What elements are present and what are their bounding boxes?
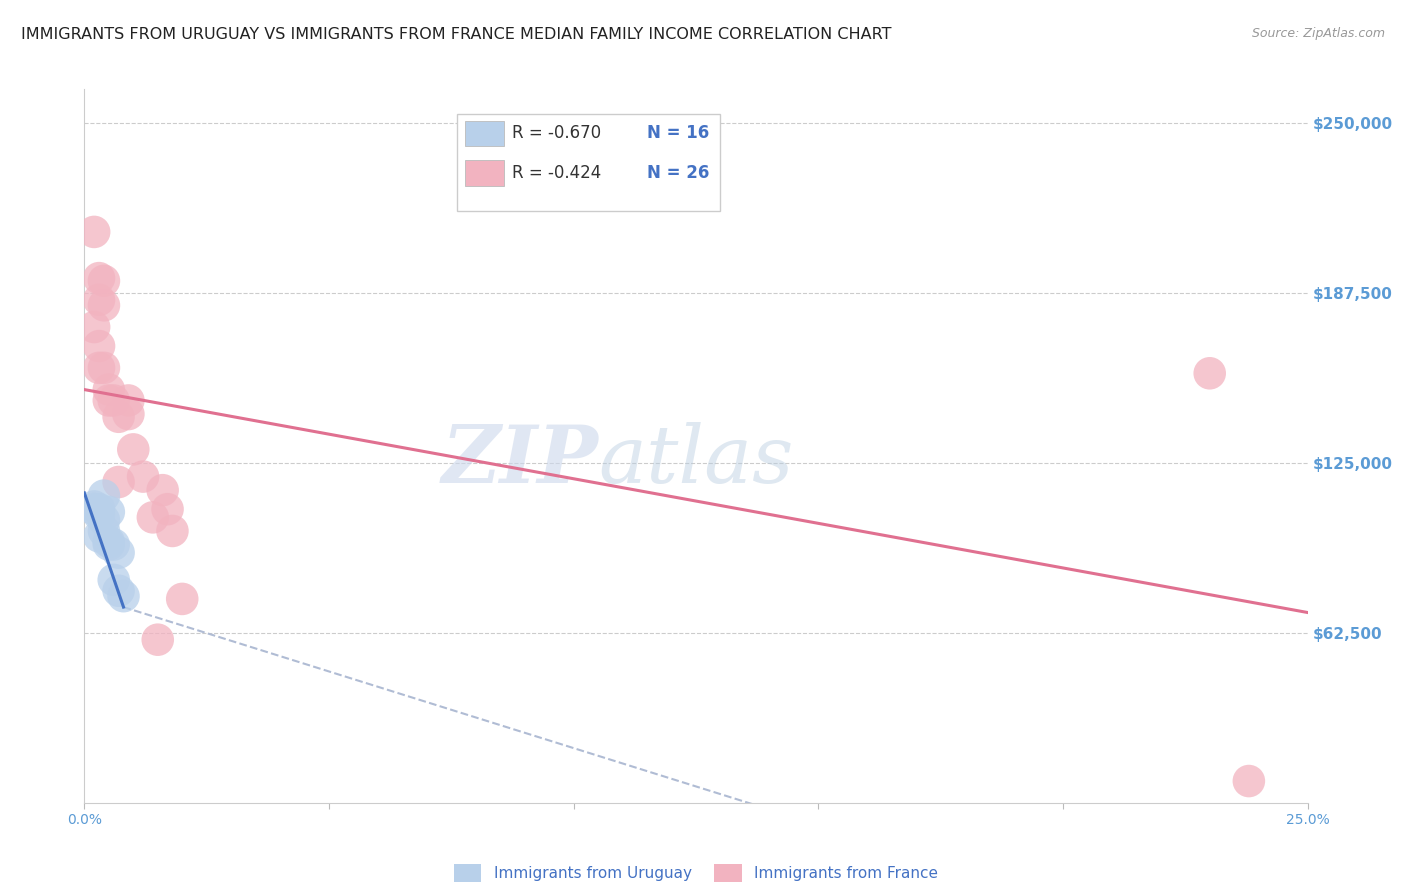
Point [103, 573, 125, 587]
Point [83, 500, 105, 514]
Point [97, 537, 120, 551]
Point [162, 524, 184, 538]
Point [152, 483, 174, 498]
Point [97, 383, 120, 397]
Point [156, 502, 179, 516]
FancyBboxPatch shape [465, 160, 503, 186]
Point [87, 339, 110, 353]
Point [117, 393, 139, 408]
Point [1198, 366, 1220, 380]
Point [107, 475, 129, 489]
Text: atlas: atlas [598, 422, 793, 499]
Point [132, 469, 155, 483]
Point [103, 393, 125, 408]
Point [112, 589, 135, 603]
Point [146, 632, 169, 647]
FancyBboxPatch shape [457, 114, 720, 211]
Point [93, 274, 115, 288]
Legend: Immigrants from Uruguay, Immigrants from France: Immigrants from Uruguay, Immigrants from… [447, 858, 945, 888]
Point [107, 409, 129, 424]
Text: R = -0.424: R = -0.424 [513, 164, 602, 182]
Point [93, 489, 115, 503]
Point [172, 591, 194, 606]
FancyBboxPatch shape [465, 120, 503, 146]
Point [87, 293, 110, 307]
Point [97, 534, 120, 549]
Point [83, 320, 105, 334]
Point [93, 524, 115, 538]
Text: IMMIGRANTS FROM URUGUAY VS IMMIGRANTS FROM FRANCE MEDIAN FAMILY INCOME CORRELATI: IMMIGRANTS FROM URUGUAY VS IMMIGRANTS FR… [21, 27, 891, 42]
Point [122, 442, 145, 457]
Point [87, 508, 110, 522]
Text: N = 16: N = 16 [647, 125, 709, 143]
Point [87, 360, 110, 375]
Point [87, 502, 110, 516]
Point [107, 546, 129, 560]
Text: ZIP: ZIP [441, 422, 598, 499]
Point [97, 393, 120, 408]
Text: Source: ZipAtlas.com: Source: ZipAtlas.com [1251, 27, 1385, 40]
Point [103, 537, 125, 551]
Point [117, 407, 139, 421]
Point [83, 502, 105, 516]
Point [87, 271, 110, 285]
Point [142, 510, 165, 524]
Point [93, 513, 115, 527]
Point [93, 298, 115, 312]
Point [1237, 774, 1260, 789]
Point [107, 583, 129, 598]
Point [83, 225, 105, 239]
Text: N = 26: N = 26 [647, 164, 710, 182]
Point [97, 505, 120, 519]
Text: R = -0.670: R = -0.670 [513, 125, 602, 143]
Point [87, 529, 110, 543]
Point [93, 360, 115, 375]
